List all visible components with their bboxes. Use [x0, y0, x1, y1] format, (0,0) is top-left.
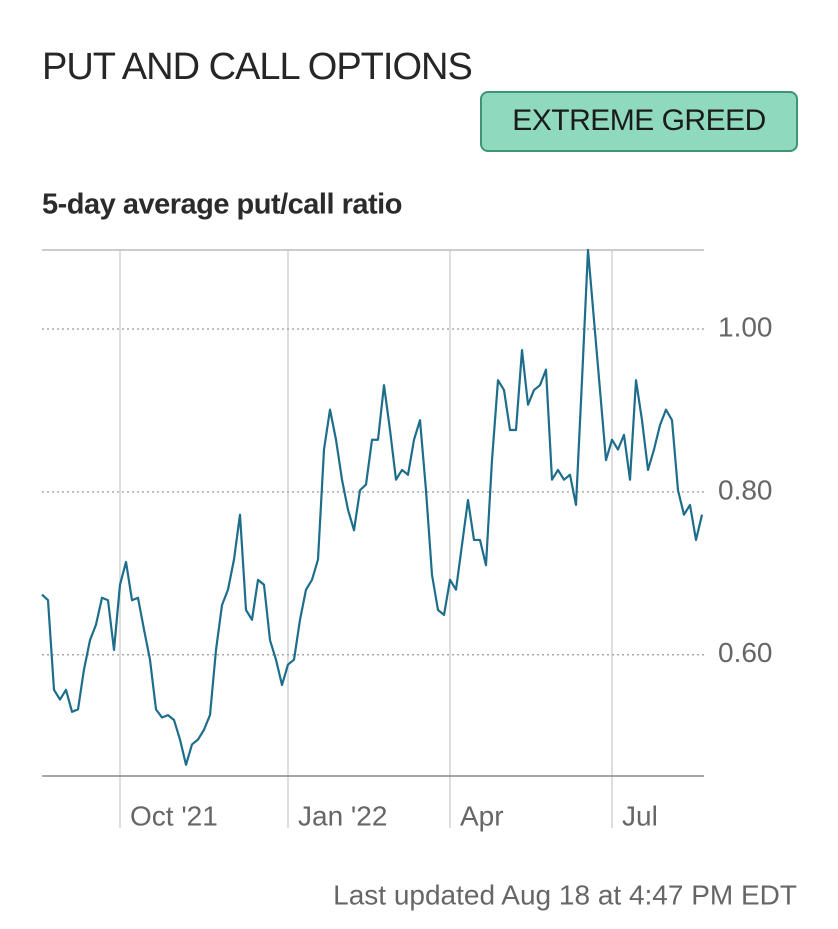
- x-tick-label: Jul: [622, 800, 658, 831]
- badge-label: EXTREME GREED: [512, 104, 766, 137]
- page-title: PUT AND CALL OPTIONS: [42, 46, 472, 88]
- y-tick-label: 1.00: [718, 311, 773, 342]
- y-tick-label: 0.80: [718, 474, 773, 505]
- x-tick-label: Jan '22: [298, 800, 387, 831]
- x-tick-label: Oct '21: [130, 800, 218, 831]
- y-tick-label: 0.60: [718, 637, 773, 668]
- chart-title: 5-day average put/call ratio: [42, 189, 402, 221]
- footer: Last updated Aug 18 at 4:47 PM EDT: [333, 879, 797, 910]
- data-line: [41, 248, 704, 766]
- badge-box: [480, 91, 798, 152]
- x-tick-label: Apr: [460, 800, 504, 831]
